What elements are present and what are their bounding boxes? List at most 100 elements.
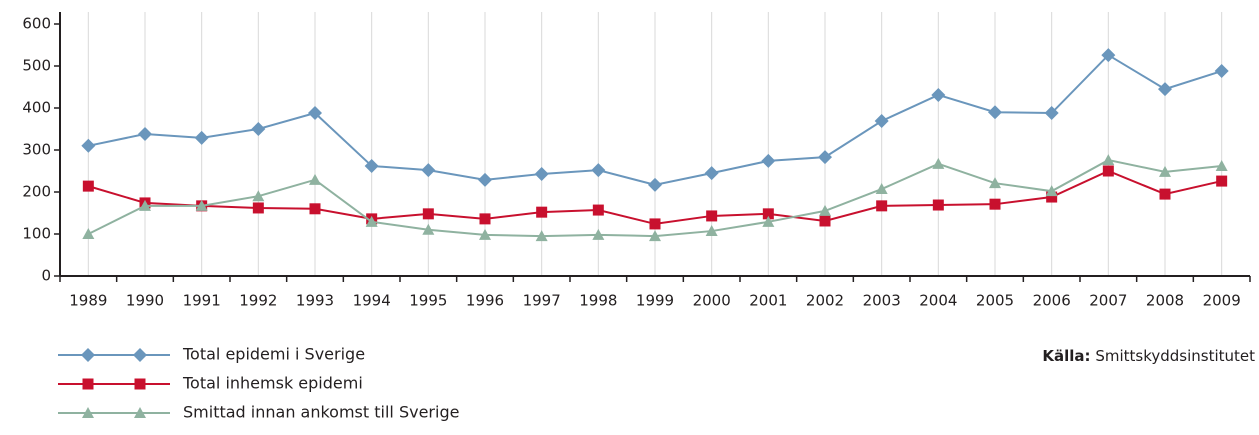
marker — [874, 114, 889, 129]
x-tick-label: 2009 — [1203, 292, 1241, 310]
y-tick-label: 200 — [22, 183, 51, 201]
marker — [1101, 48, 1116, 63]
legend-label: Smittad innan ankomst till Sverige — [183, 403, 459, 422]
marker — [1102, 165, 1114, 177]
x-tick-label: 1999 — [636, 292, 674, 310]
marker — [195, 199, 208, 211]
marker — [649, 230, 661, 242]
marker — [705, 225, 718, 237]
marker — [82, 228, 95, 239]
marker — [1158, 82, 1172, 97]
marker — [762, 208, 774, 220]
marker — [421, 163, 436, 178]
x-tick-label: 2007 — [1089, 292, 1127, 310]
marker — [81, 348, 95, 362]
marker — [1215, 159, 1228, 171]
marker — [252, 202, 264, 214]
y-tick-label: 300 — [22, 141, 51, 159]
marker — [309, 173, 321, 185]
marker — [706, 210, 718, 222]
marker — [309, 203, 321, 215]
x-tick-label: 2002 — [806, 292, 844, 310]
marker — [134, 378, 146, 390]
y-tick-label: 100 — [22, 225, 51, 243]
marker — [1214, 64, 1229, 79]
x-tick-label: 2003 — [863, 292, 901, 310]
marker — [762, 215, 775, 227]
x-tick-label: 1998 — [579, 292, 617, 310]
marker — [648, 177, 662, 192]
y-tick-label: 400 — [22, 99, 51, 117]
marker — [932, 199, 944, 211]
x-tick-label: 2006 — [1033, 292, 1071, 310]
marker — [81, 138, 96, 153]
x-tick-label: 1992 — [239, 292, 277, 310]
y-tick-label: 0 — [41, 267, 51, 285]
marker — [592, 204, 604, 216]
marker — [364, 158, 379, 173]
source: Källa: Smittskyddsinstitutet — [1042, 347, 1255, 365]
marker — [82, 407, 94, 418]
y-tick-label: 600 — [22, 15, 51, 33]
marker — [422, 208, 434, 220]
marker — [139, 199, 151, 211]
legend: Total epidemi i Sverige Total inhemsk epi… — [58, 345, 459, 422]
marker — [649, 218, 661, 230]
marker — [479, 228, 491, 240]
marker — [818, 150, 832, 165]
marker — [592, 228, 605, 240]
marker — [931, 87, 946, 102]
x-tick-label: 2005 — [976, 292, 1014, 310]
legend-label: Total inhemsk epidemi — [182, 374, 363, 393]
marker — [875, 183, 888, 195]
marker — [252, 190, 265, 202]
marker — [932, 157, 945, 169]
x-tick-label: 2000 — [693, 292, 731, 310]
marker — [534, 166, 549, 181]
marker — [134, 407, 146, 418]
marker — [591, 163, 606, 178]
marker — [704, 166, 719, 181]
marker — [422, 223, 435, 235]
x-tick-label: 2004 — [919, 292, 957, 310]
marker — [194, 130, 209, 145]
source-text: Smittskyddsinstitutet — [1095, 347, 1255, 365]
marker — [82, 378, 94, 390]
x-tick-label: 1994 — [353, 292, 391, 310]
marker — [536, 206, 548, 218]
x-tick-label: 2001 — [749, 292, 787, 310]
marker — [1159, 165, 1171, 177]
y-tick-label: 500 — [22, 57, 51, 75]
marker — [308, 106, 322, 121]
x-tick-label: 2008 — [1146, 292, 1184, 310]
marker — [989, 177, 1001, 189]
marker — [1045, 185, 1058, 197]
marker — [535, 230, 548, 242]
marker — [138, 127, 152, 142]
marker — [82, 180, 94, 192]
marker — [365, 215, 378, 227]
marker — [819, 204, 831, 216]
marker — [988, 105, 1002, 120]
marker — [478, 172, 492, 187]
marker — [1216, 175, 1228, 187]
marker — [819, 215, 831, 227]
marker — [1159, 188, 1171, 200]
marker — [133, 348, 147, 362]
marker — [479, 213, 491, 225]
x-tick-label: 1997 — [523, 292, 561, 310]
x-tick-label: 1996 — [466, 292, 504, 310]
x-tick-label: 1991 — [183, 292, 221, 310]
marker — [876, 200, 888, 212]
marker — [761, 153, 776, 168]
source-label: Källa: — [1042, 347, 1090, 365]
marker — [1102, 154, 1115, 166]
marker — [989, 198, 1001, 210]
x-tick-label: 1989 — [69, 292, 107, 310]
x-tick-label: 1993 — [296, 292, 334, 310]
x-tick-label: 1990 — [126, 292, 164, 310]
marker — [251, 122, 266, 136]
legend-label: Total epidemi i Sverige — [182, 345, 365, 364]
marker — [1044, 106, 1059, 121]
